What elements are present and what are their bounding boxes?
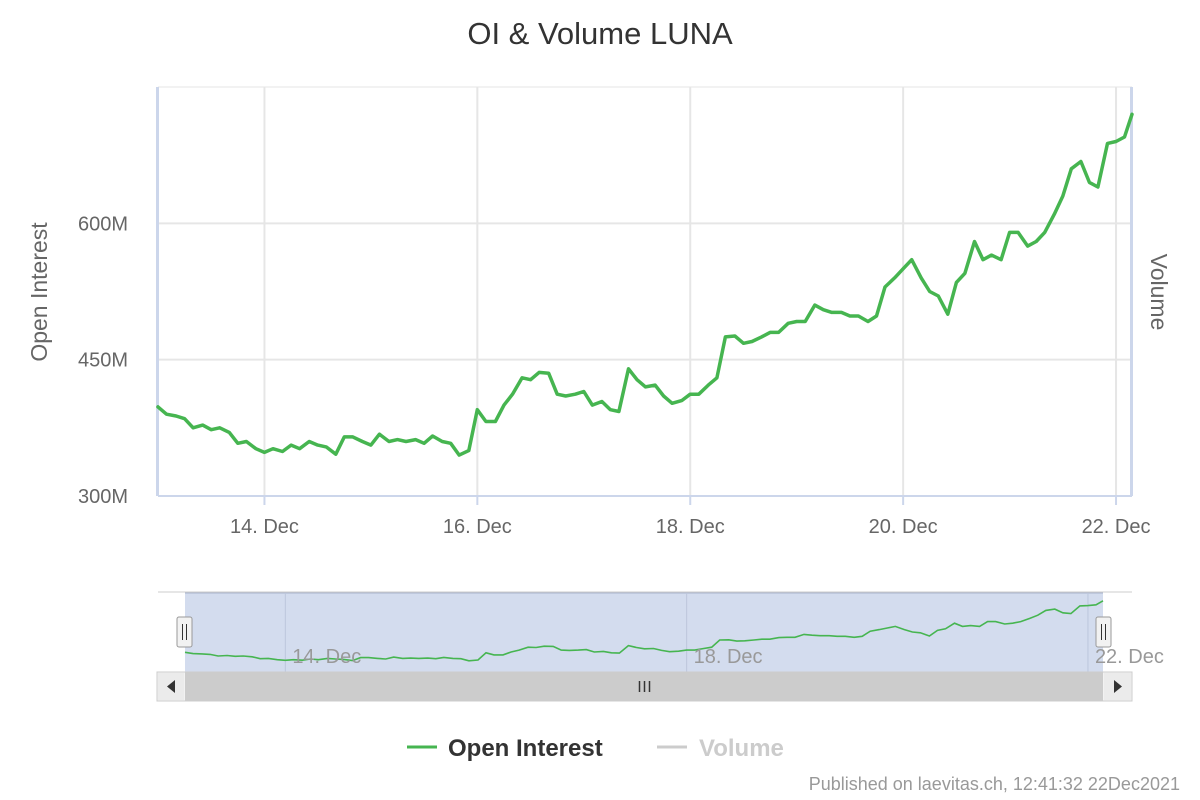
open-interest-line	[156, 112, 1134, 457]
legend: Open Interest Volume	[407, 735, 784, 762]
y-axis-right-title: Volume	[1146, 254, 1172, 331]
chart-title: OI & Volume LUNA	[467, 16, 733, 51]
scrollbar-grip-icon	[638, 681, 651, 692]
legend-label: Open Interest	[448, 735, 603, 762]
y-axis-title: Open Interest	[26, 222, 52, 362]
y-tick-label: 300M	[78, 486, 128, 508]
x-tick-label: 18. Dec	[656, 516, 725, 538]
x-tick-label: 16. Dec	[443, 516, 512, 538]
scroll-left-button[interactable]	[158, 673, 184, 700]
scroll-right-button[interactable]	[1104, 673, 1131, 700]
x-tick-label: 14. Dec	[230, 516, 299, 538]
navigator-tick-label: 22. Dec	[1095, 646, 1164, 668]
legend-item-volume[interactable]: Volume	[657, 735, 784, 762]
navigator-tick-label: 14. Dec	[292, 646, 361, 668]
navigator-right-handle[interactable]	[1095, 616, 1112, 648]
grid-lines	[158, 87, 1132, 496]
left-axis-line	[156, 87, 159, 496]
credits-text[interactable]: Published on laevitas.ch, 12:41:32 22Dec…	[809, 774, 1180, 794]
y-tick-label: 450M	[78, 350, 128, 372]
arrow-right-icon	[1114, 680, 1122, 693]
arrow-left-icon	[167, 680, 175, 693]
navigator-left-handle[interactable]	[176, 616, 193, 648]
plot-background	[158, 87, 1132, 496]
navigator-tick-label: 18. Dec	[694, 646, 763, 668]
navigator-series-line	[184, 600, 1104, 662]
y-axis-ticks: 300M 450M 600M	[78, 213, 128, 508]
legend-label: Volume	[699, 735, 784, 762]
right-axis-line	[1130, 87, 1133, 496]
navigator[interactable]: 14. Dec 18. Dec 22. Dec	[156, 591, 1164, 702]
navigator-x-ticks: 14. Dec 18. Dec 22. Dec	[292, 646, 1164, 668]
x-tick-label: 22. Dec	[1082, 516, 1151, 538]
x-axis-ticks: 14. Dec 16. Dec 18. Dec 20. Dec 22. Dec	[230, 496, 1151, 538]
y-tick-label: 600M	[78, 213, 128, 235]
x-tick-label: 20. Dec	[869, 516, 938, 538]
legend-item-open-interest[interactable]: Open Interest	[407, 735, 603, 762]
plot-area: 14. Dec 16. Dec 18. Dec 20. Dec 22. Dec 300M…	[78, 86, 1151, 538]
